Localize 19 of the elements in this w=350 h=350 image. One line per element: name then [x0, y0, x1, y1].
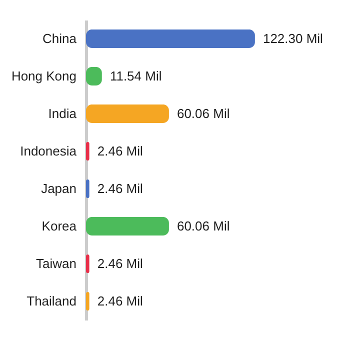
data-label: 11.54 Mil: [110, 68, 162, 84]
bar: [86, 104, 169, 124]
y-tick-label: Taiwan: [36, 256, 76, 271]
y-tick-label: Korea: [42, 218, 78, 234]
y-tick-label: Thailand: [26, 293, 76, 308]
y-tick-label: Indonesia: [20, 143, 78, 158]
data-label: 122.30 Mil: [262, 30, 324, 46]
data-label: 2.46 Mil: [97, 143, 144, 158]
y-tick-label: Japan: [41, 180, 76, 196]
data-label: 60.06 Mil: [176, 106, 230, 121]
data-label: 60.06 Mil: [176, 218, 230, 234]
y-tick-label: India: [48, 106, 78, 121]
data-label: 2.46 Mil: [97, 293, 144, 308]
bar: [86, 216, 169, 236]
data-label: 2.46 Mil: [97, 180, 144, 196]
y-tick-label: Hong Kong: [11, 68, 76, 84]
y-tick-label: China: [42, 30, 78, 46]
bar: [86, 29, 255, 48]
data-label: 2.46 Mil: [97, 256, 144, 271]
